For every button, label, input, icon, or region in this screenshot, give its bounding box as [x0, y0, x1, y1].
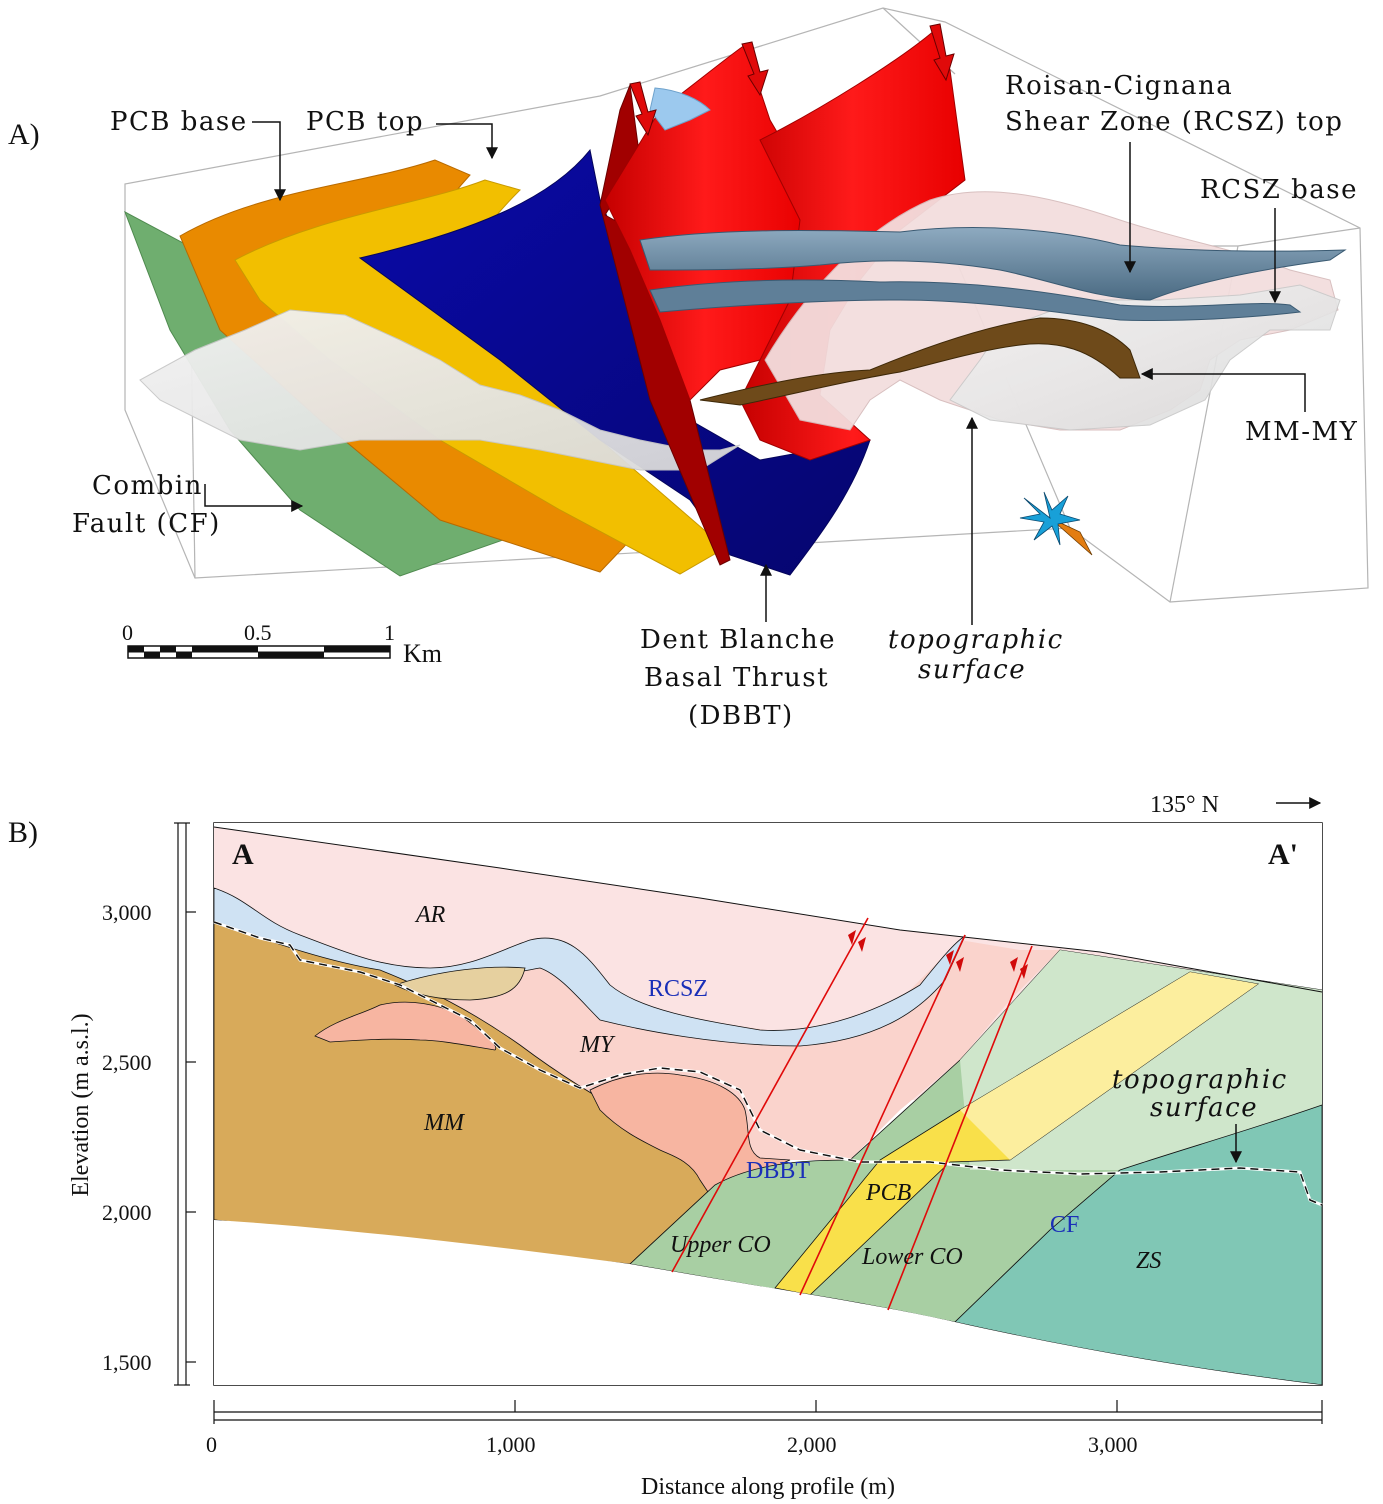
fault-motion-arrows: [629, 23, 955, 137]
section-topographic-line2: surface: [1150, 1093, 1258, 1123]
label-rcsz-base: RCSZ base: [1200, 175, 1358, 205]
y-axis: 3,000 2,500 2,000 1,500 Elevation (m a.s…: [68, 822, 196, 1386]
panel-b: B) 135° N: [8, 792, 1323, 1500]
mm-my-surface: [699, 317, 1141, 406]
unit-ar: [214, 823, 1322, 990]
section-end-label: A': [1268, 838, 1298, 871]
fault-arrow-3: [929, 23, 955, 82]
fault-lines: [671, 917, 1033, 1311]
label-topographic-line1: topographic: [888, 625, 1064, 655]
x-tick-3000: 3,000: [1088, 1432, 1138, 1457]
label-dbbt-line2: Basal Thrust: [644, 663, 829, 693]
direction-label: 135° N: [1150, 792, 1219, 818]
x-tick-2000: 2,000: [787, 1432, 837, 1457]
unit-label-my: MY: [579, 1032, 616, 1058]
scale-label-1: 1: [384, 620, 395, 645]
fault-arrow-1: [629, 81, 657, 137]
rcsz-upper-strip: [649, 87, 711, 131]
panel-a-letter: A): [8, 118, 40, 151]
unit-label-rcsz: RCSZ: [648, 976, 708, 1002]
label-pcb-base: PCB base: [110, 107, 248, 137]
fault-sense-arrows: [848, 930, 1028, 979]
x-axis-title: Distance along profile (m): [641, 1474, 895, 1500]
unit-label-dbbt: DBBT: [746, 1158, 810, 1184]
label-topographic-line2: surface: [918, 655, 1026, 685]
panel-b-letter: B): [8, 816, 38, 849]
x-tick-1000: 1,000: [486, 1432, 536, 1457]
unit-label-mm: MM: [423, 1110, 466, 1136]
label-dbbt-line1: Dent Blanche: [640, 625, 836, 655]
unit-label-pcb: PCB: [865, 1180, 912, 1206]
scale-label-half: 0.5: [244, 620, 272, 645]
label-combin-line1: Combin: [92, 471, 203, 501]
x-tick-0: 0: [206, 1432, 217, 1457]
section-topographic-line1: topographic: [1112, 1065, 1288, 1095]
compass-icon: [1019, 491, 1093, 556]
label-dbbt-line3: (DBBT): [688, 701, 794, 731]
x-axis: 0 1,000 2,000 3,000 Distance along profi…: [206, 1400, 1323, 1500]
panel-a: A): [8, 7, 1369, 731]
label-rcsz-top-line2: Shear Zone (RCSZ) top: [1005, 107, 1343, 137]
scale-label-0: 0: [122, 620, 133, 645]
label-combin-line2: Fault (CF): [72, 509, 221, 539]
label-rcsz-top-line1: Roisan-Cignana: [1005, 71, 1233, 101]
label-mm-my: MM-MY: [1245, 417, 1358, 447]
unit-label-ar: AR: [414, 902, 446, 928]
topographic-surface-mesh-left: [139, 309, 741, 471]
y-tick-2000: 2,000: [102, 1200, 152, 1225]
section-start-label: A: [232, 838, 254, 871]
unit-salmon-lens-2: [589, 1072, 791, 1196]
scale-unit: Km: [403, 639, 442, 668]
unit-tan-lens: [393, 966, 526, 1001]
y-tick-1500: 1,500: [102, 1350, 152, 1375]
rcsz-top-surface: [639, 227, 1347, 301]
unit-label-zs: ZS: [1136, 1248, 1161, 1274]
y-tick-2500: 2,500: [102, 1050, 152, 1075]
rcsz-base-surface: [649, 279, 1302, 322]
label-pcb-top: PCB top: [306, 107, 424, 137]
fault-arrow-2: [741, 41, 769, 97]
y-tick-3000: 3,000: [102, 900, 152, 925]
unit-label-upper-co: Upper CO: [670, 1232, 771, 1258]
unit-label-lower-co: Lower CO: [861, 1244, 963, 1270]
y-axis-title: Elevation (m a.s.l.): [68, 1013, 94, 1196]
unit-label-cf: CF: [1050, 1212, 1079, 1238]
scale-bar: 0 0.5 1 Km: [122, 620, 442, 668]
